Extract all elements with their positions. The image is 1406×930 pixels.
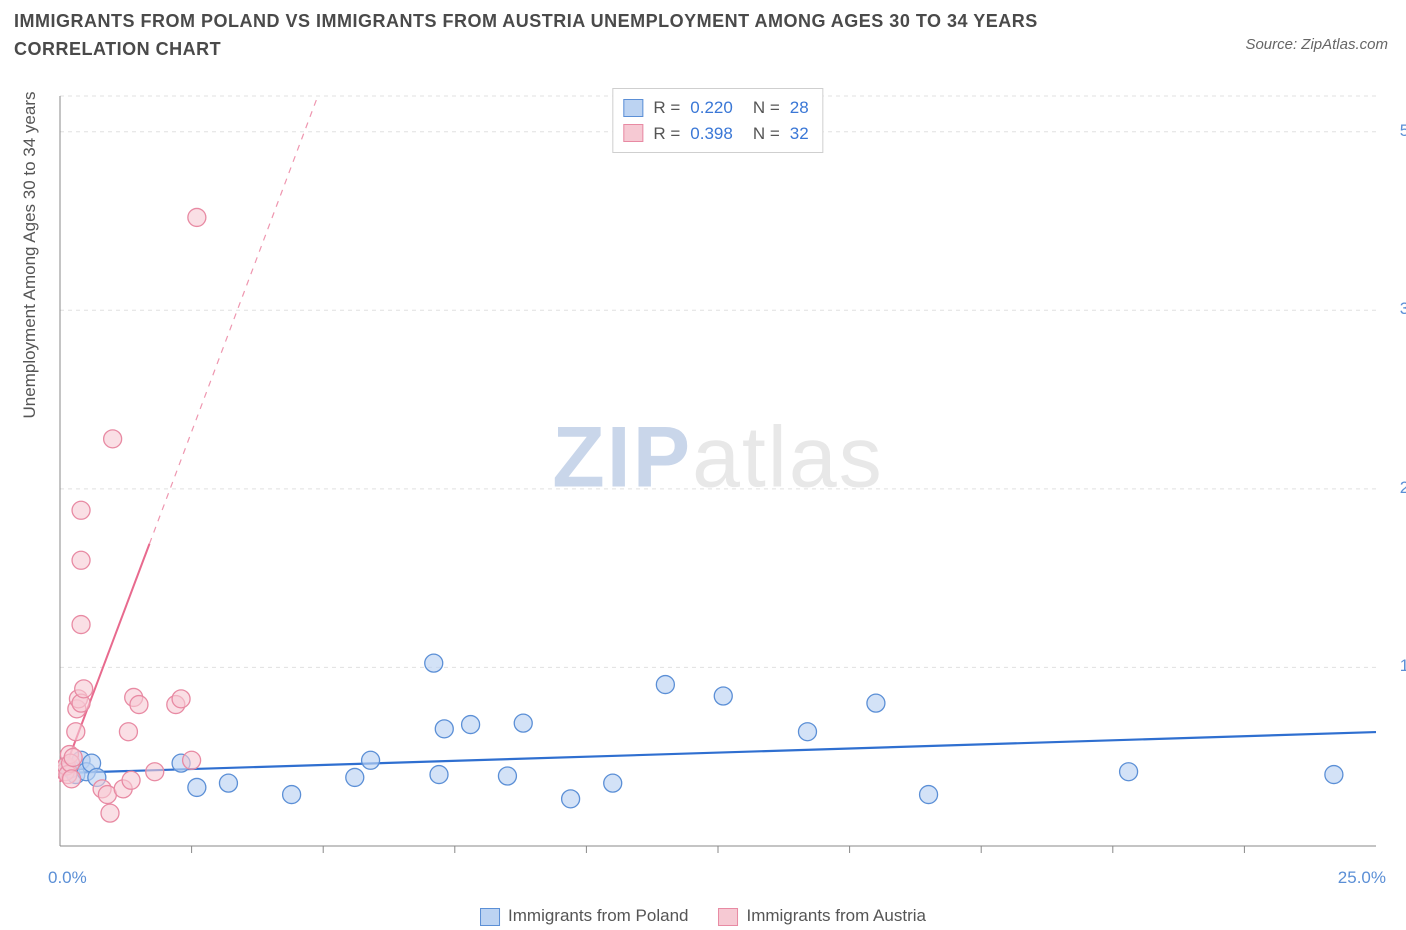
y-tick-label: 12.5% <box>1388 656 1406 676</box>
legend-label-austria: Immigrants from Austria <box>746 906 926 925</box>
stats-row-austria: R = 0.398 N = 32 <box>623 121 808 147</box>
x-tick-max: 25.0% <box>1338 868 1386 888</box>
y-tick-label: 25.0% <box>1388 478 1406 498</box>
stats-row-poland: R = 0.220 N = 28 <box>623 95 808 121</box>
stat-n-austria: 32 <box>790 121 809 147</box>
swatch-austria <box>623 124 643 142</box>
stat-r-austria: 0.398 <box>690 121 733 147</box>
x-tick-min: 0.0% <box>48 868 87 888</box>
stat-r-poland: 0.220 <box>690 95 733 121</box>
chart-container: IMMIGRANTS FROM POLAND VS IMMIGRANTS FRO… <box>0 0 1406 930</box>
stat-r-label: R = <box>653 121 680 147</box>
plot-area: ZIPatlas R = 0.220 N = 28 R = 0.398 N = … <box>58 88 1378 858</box>
stat-n-label: N = <box>753 95 780 121</box>
y-tick-label: 50.0% <box>1388 121 1406 141</box>
stat-r-label: R = <box>653 95 680 121</box>
y-axis-label: Unemployment Among Ages 30 to 34 years <box>20 0 40 640</box>
stat-n-poland: 28 <box>790 95 809 121</box>
chart-title: IMMIGRANTS FROM POLAND VS IMMIGRANTS FRO… <box>14 8 1114 64</box>
y-tick-label: 37.5% <box>1388 299 1406 319</box>
series-legend: Immigrants from Poland Immigrants from A… <box>480 906 926 926</box>
stat-n-label: N = <box>753 121 780 147</box>
legend-label-poland: Immigrants from Poland <box>508 906 688 925</box>
swatch-poland-icon <box>480 908 500 926</box>
legend-item-poland: Immigrants from Poland <box>480 906 688 926</box>
stats-legend-box: R = 0.220 N = 28 R = 0.398 N = 32 <box>612 88 823 153</box>
swatch-poland <box>623 99 643 117</box>
swatch-austria-icon <box>718 908 738 926</box>
scatter-chart-svg <box>58 88 1378 858</box>
legend-item-austria: Immigrants from Austria <box>718 906 926 926</box>
source-attribution: Source: ZipAtlas.com <box>1245 36 1388 53</box>
